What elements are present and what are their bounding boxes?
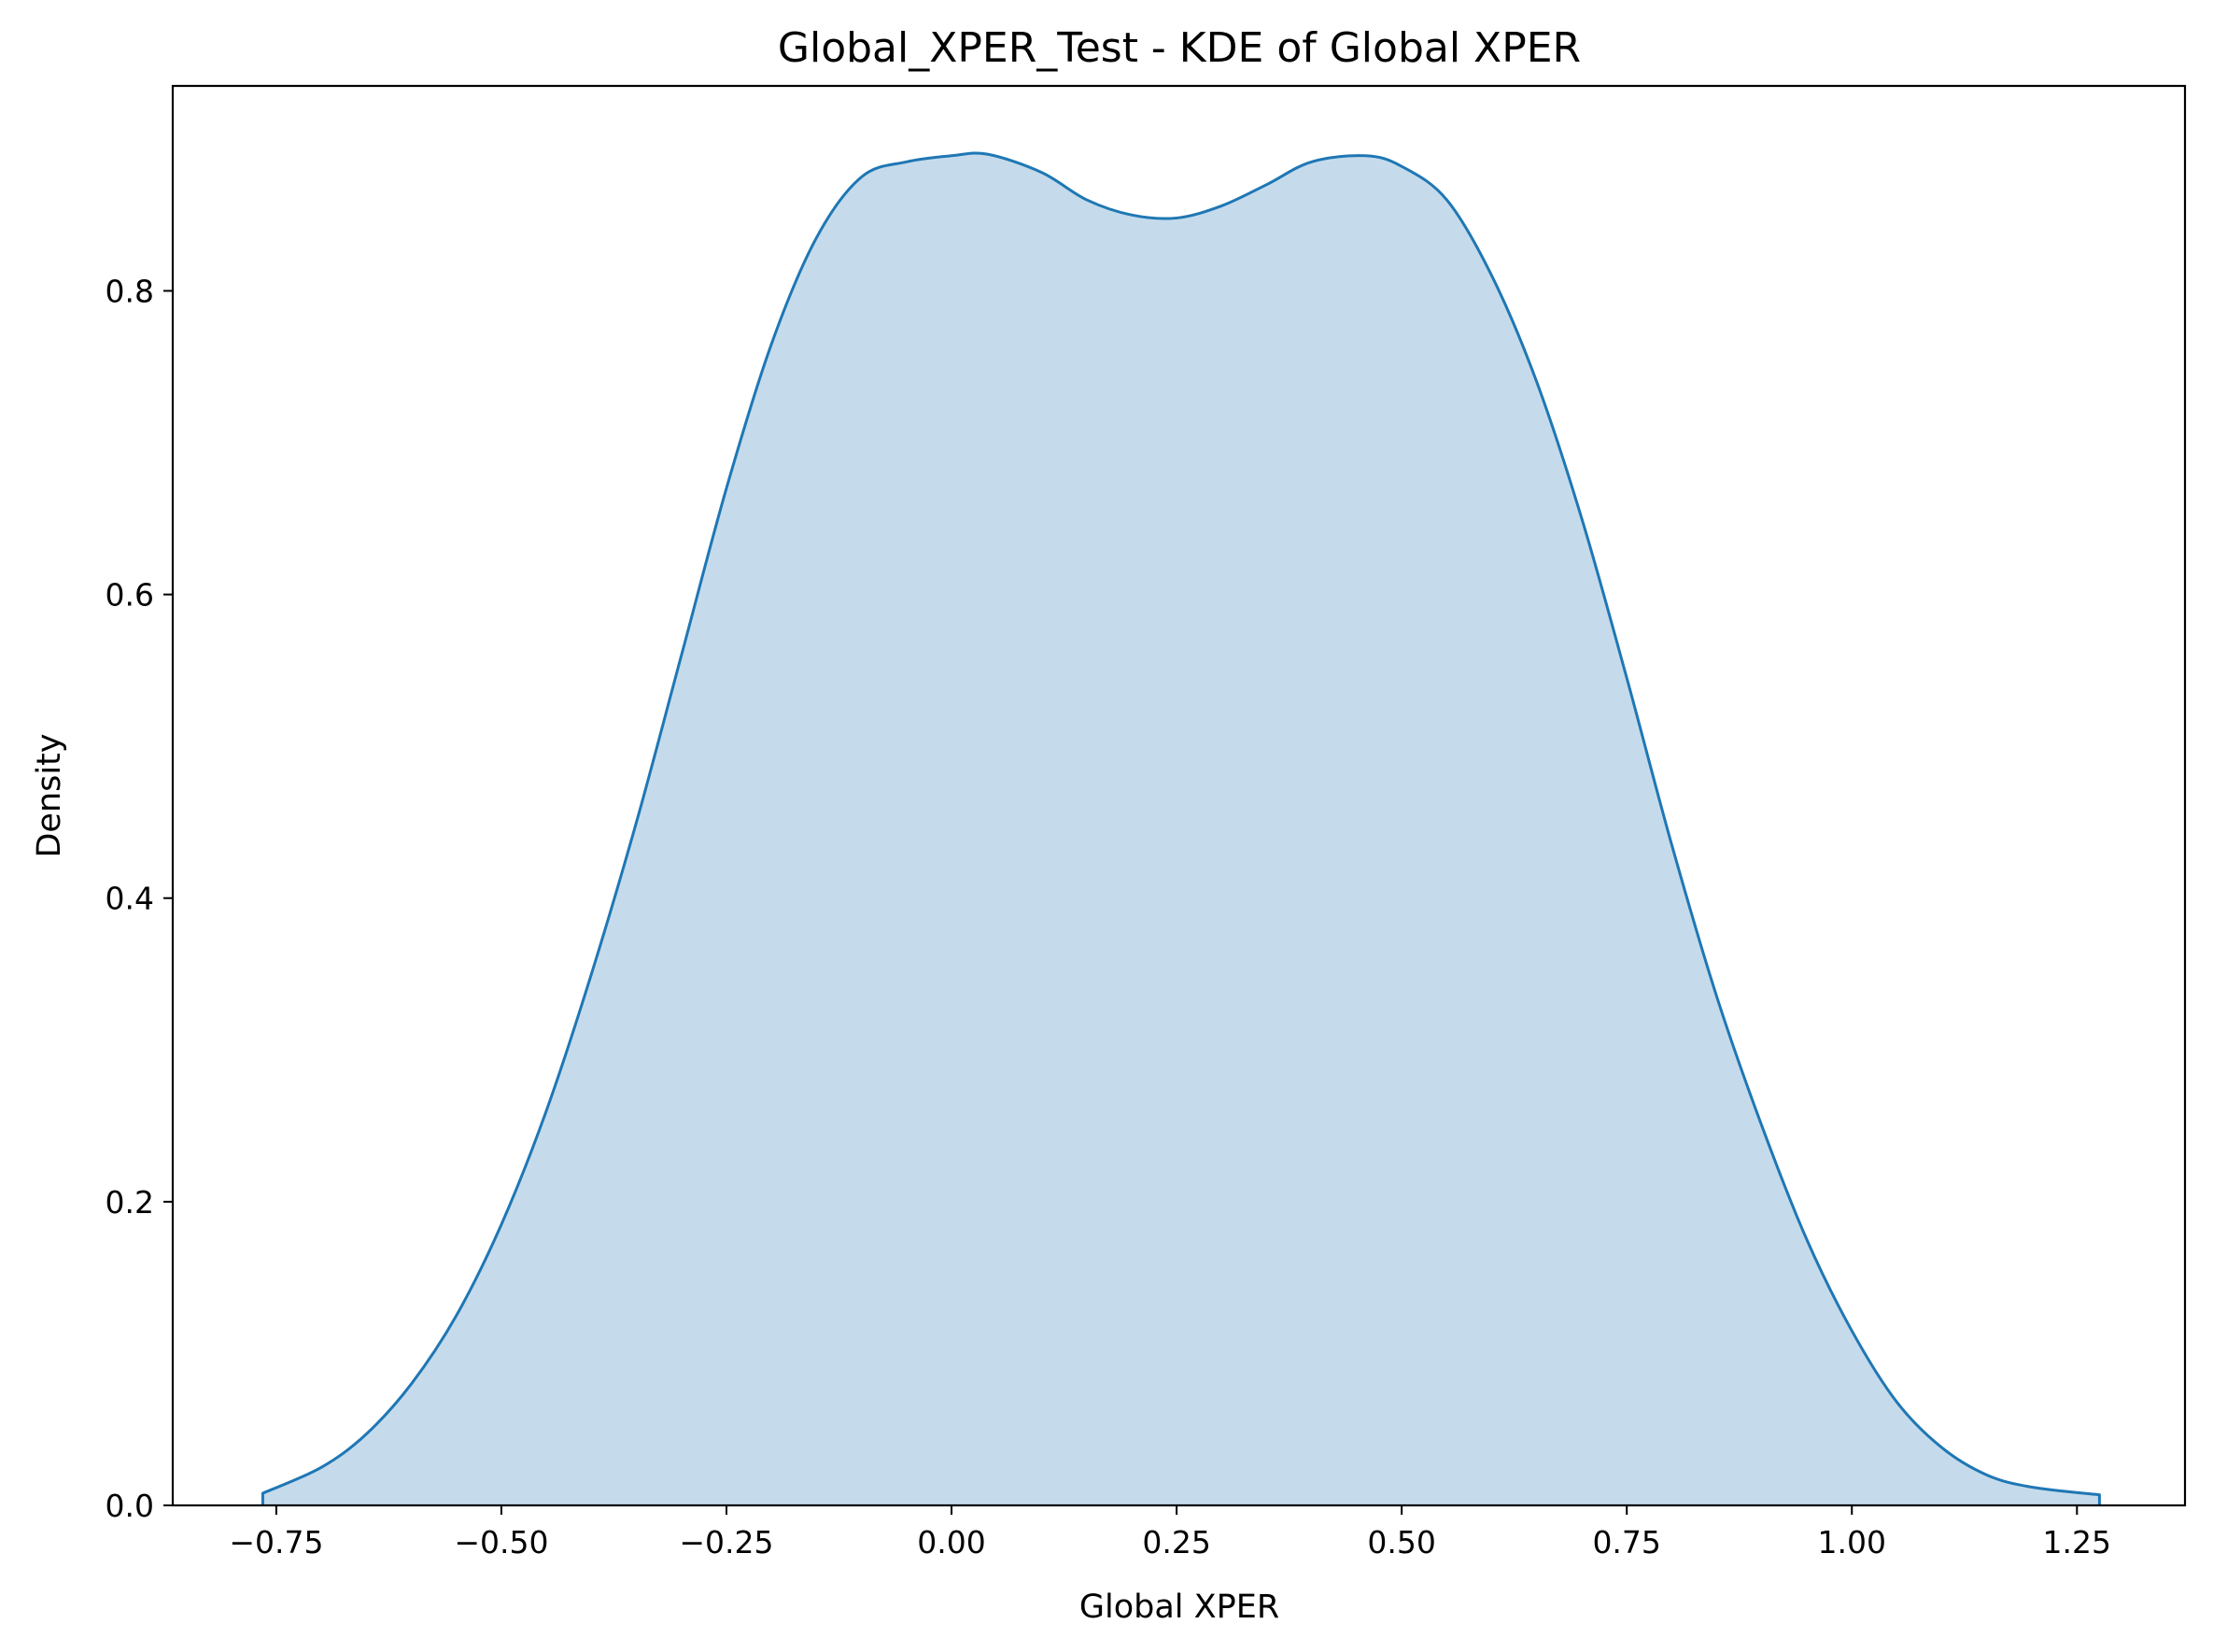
y-tick-label: 0.8	[106, 273, 154, 309]
kde-density-line	[261, 151, 2101, 1505]
y-axis-label: Density	[31, 733, 68, 857]
y-tick-label: 0.0	[106, 1488, 154, 1524]
x-tick-label: 1.00	[1818, 1524, 1886, 1560]
y-axis-ticks: 0.0 0.2 0.4 0.6 0.8	[106, 273, 173, 1524]
x-tick-label: 0.50	[1367, 1524, 1435, 1560]
x-tick-label: 1.25	[2043, 1524, 2111, 1560]
x-tick-label: 0.00	[917, 1524, 985, 1560]
x-tick-label: −0.75	[229, 1524, 323, 1560]
x-tick-label: −0.25	[679, 1524, 773, 1560]
x-tick-label: 0.75	[1592, 1524, 1660, 1560]
y-tick-label: 0.2	[106, 1184, 154, 1221]
x-tick-label: −0.50	[454, 1524, 548, 1560]
x-tick-label: 0.25	[1142, 1524, 1210, 1560]
x-axis-ticks: −0.75 −0.50 −0.25 0.00 0.25 0.50 0.75 1.00 1.25	[229, 1505, 2111, 1560]
plot-frame	[171, 84, 2187, 1507]
chart-title: Global_XPER_Test - KDE of Global XPER	[778, 24, 1581, 72]
x-axis-label: Global XPER	[1079, 1588, 1279, 1626]
kde-fill-area	[262, 152, 2100, 1506]
plot-area	[261, 151, 2101, 1506]
y-tick-label: 0.6	[106, 577, 154, 614]
y-tick-label: 0.4	[106, 881, 154, 917]
